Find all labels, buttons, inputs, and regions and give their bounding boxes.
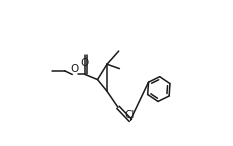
Text: Cl: Cl [124,110,135,120]
Text: O: O [80,58,89,68]
Text: O: O [71,64,79,74]
